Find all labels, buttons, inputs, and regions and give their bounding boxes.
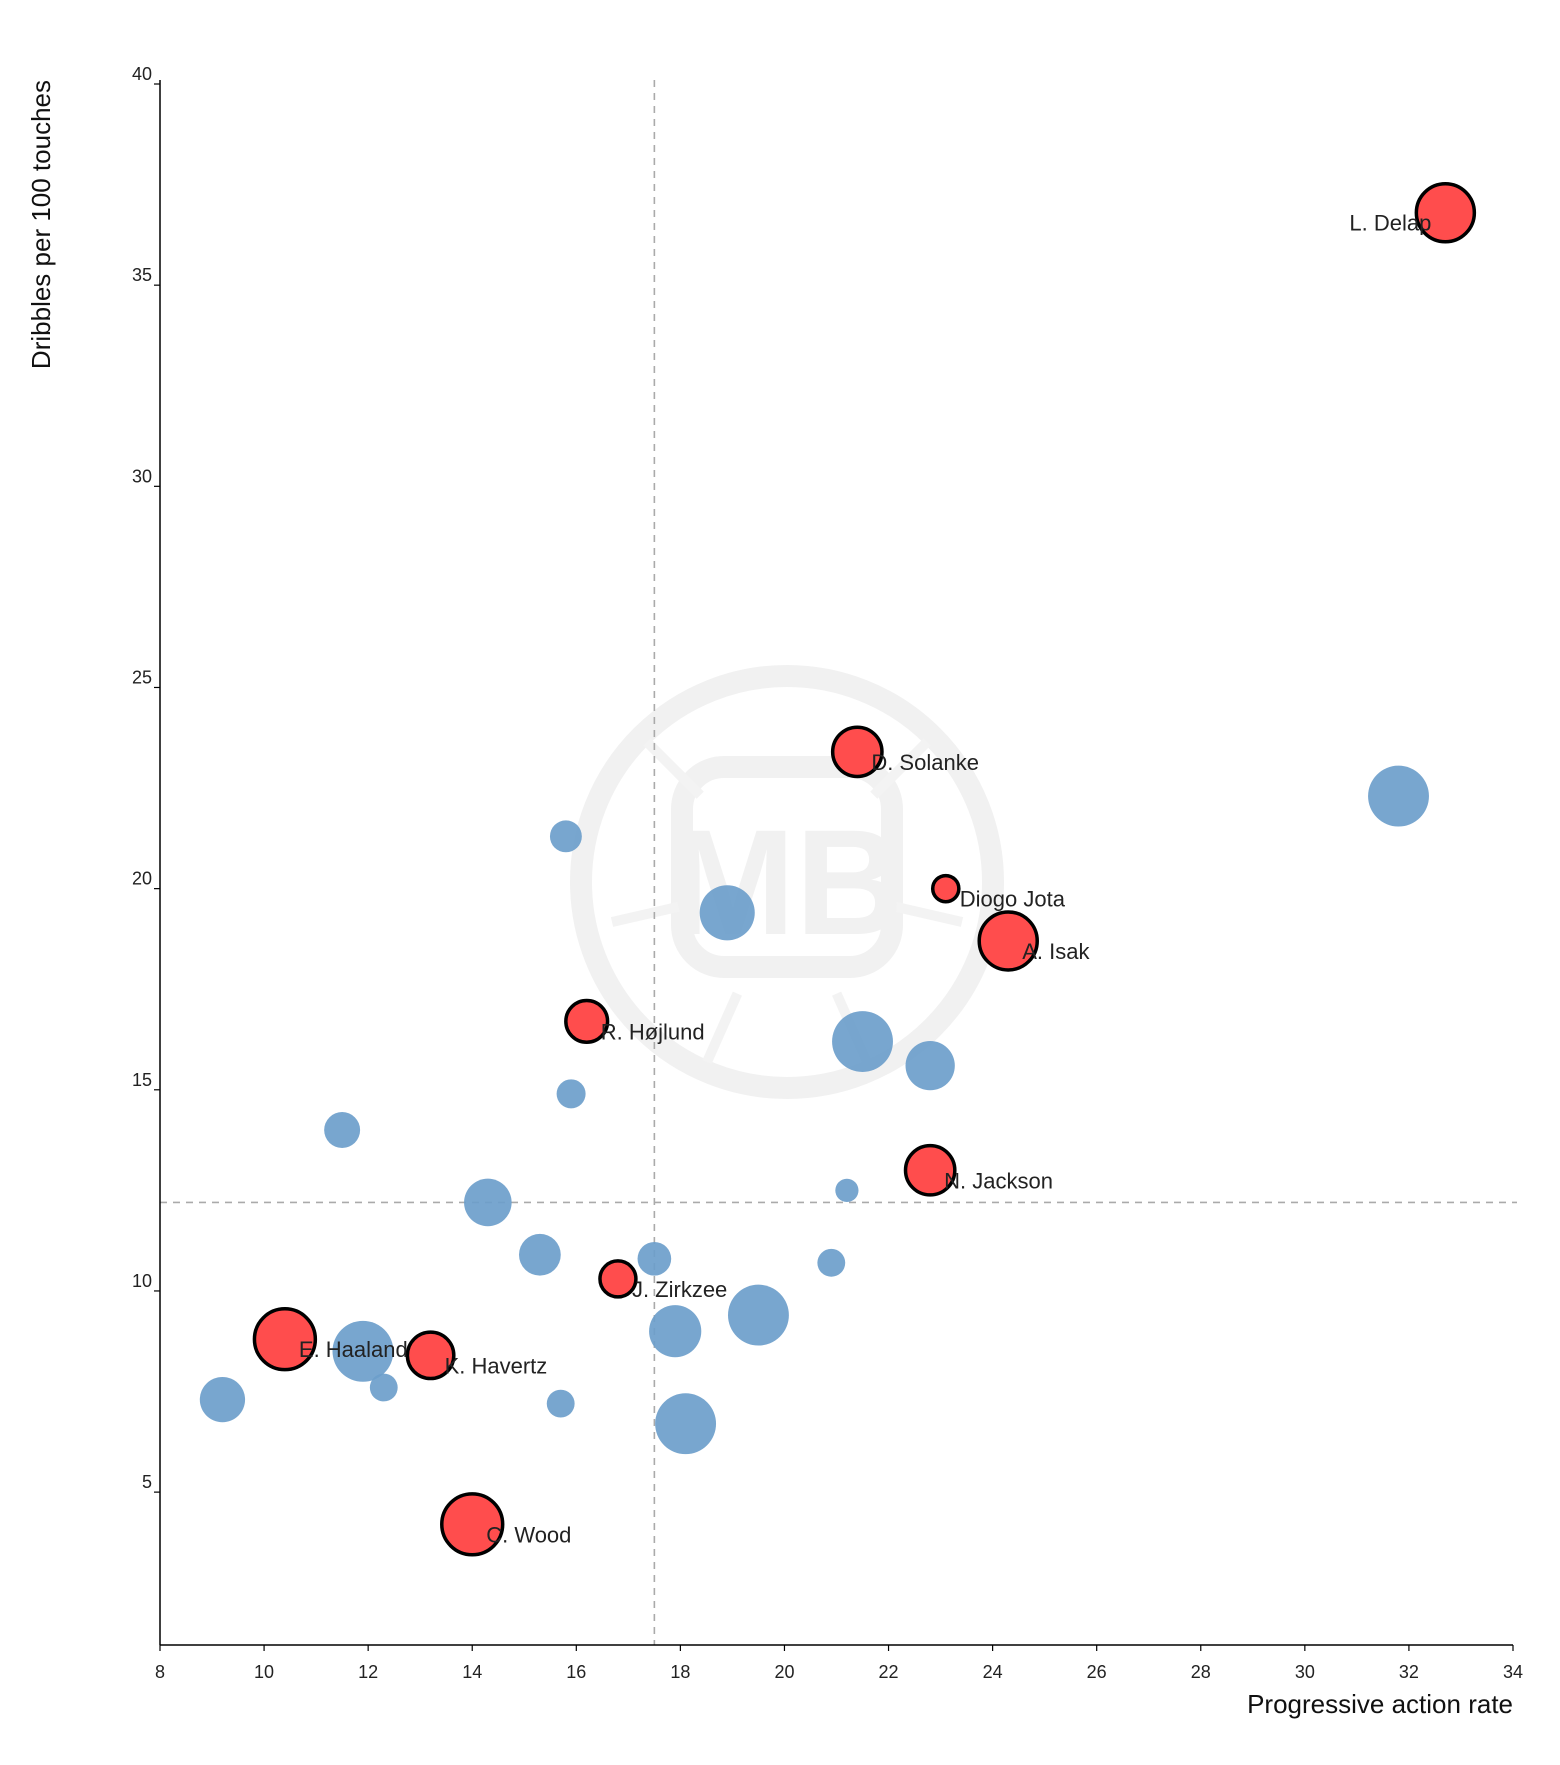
- player-label: K. Havertz: [445, 1353, 548, 1378]
- watermark-seam-0: [643, 738, 704, 799]
- other-player-point: [637, 1241, 672, 1276]
- other-player-point: [464, 1178, 512, 1227]
- point-labels: L. Delap D. Solanke Diogo Jota A. Isak R. Hø…: [299, 211, 1431, 1548]
- other-player-point: [727, 1284, 789, 1346]
- x-tick-label: 16: [566, 1662, 586, 1682]
- data-points: [199, 181, 1477, 1557]
- x-tick-label: 34: [1503, 1662, 1523, 1682]
- y-tick-label: 5: [142, 1472, 152, 1492]
- y-tick-label: 30: [132, 466, 152, 486]
- x-tick-label: 12: [358, 1662, 378, 1682]
- highlighted-player-point: [440, 1492, 505, 1557]
- player-label: C. Wood: [486, 1522, 571, 1547]
- other-player-point: [1368, 765, 1429, 827]
- other-player-point: [699, 885, 755, 941]
- other-player-point: [556, 1079, 586, 1109]
- watermark-seam-1: [870, 738, 931, 799]
- watermark-ring: [570, 665, 1004, 1099]
- y-tick-label: 35: [132, 265, 152, 285]
- y-axis-title: Dribbles per 100 touches: [26, 80, 56, 369]
- highlighted-player-point: [252, 1307, 318, 1372]
- y-tick-label: 20: [132, 869, 152, 889]
- watermark-text: MB: [670, 798, 903, 966]
- x-tick-label: 20: [774, 1662, 794, 1682]
- x-tick-label: 18: [670, 1662, 690, 1682]
- x-tick-label: 14: [462, 1662, 482, 1682]
- player-label: N. Jackson: [944, 1168, 1053, 1193]
- x-tick-label: 10: [254, 1662, 274, 1682]
- highlighted-player-point: [1414, 181, 1477, 244]
- highlighted-player-point: [977, 910, 1039, 972]
- highlighted-player-point: [930, 873, 961, 904]
- player-label: Diogo Jota: [960, 887, 1066, 912]
- other-player-point: [369, 1373, 398, 1402]
- x-tick-label: 22: [879, 1662, 899, 1682]
- x-tick-label: 30: [1295, 1662, 1315, 1682]
- player-label: J. Zirkzee: [632, 1277, 727, 1302]
- highlighted-player-point: [830, 725, 884, 779]
- reference-lines: [160, 80, 1517, 1645]
- y-tick-label: 10: [132, 1271, 152, 1291]
- player-label: A. Isak: [1022, 939, 1090, 964]
- watermark-frame: [671, 756, 903, 978]
- highlighted-player-point: [598, 1259, 638, 1299]
- highlighted-player-point: [405, 1330, 456, 1381]
- watermark: MB: [570, 665, 1004, 1099]
- y-tick-label: 25: [132, 667, 152, 687]
- other-player-point: [546, 1389, 575, 1418]
- y-tick-label: 15: [132, 1070, 152, 1090]
- player-label: E. Haaland: [299, 1337, 408, 1362]
- other-player-point: [649, 1305, 702, 1358]
- other-player-point: [324, 1112, 361, 1149]
- player-label: L. Delap: [1349, 211, 1431, 236]
- other-player-point: [832, 1011, 893, 1072]
- other-player-point: [549, 820, 582, 853]
- x-tick-label: 28: [1191, 1662, 1211, 1682]
- x-tick-label: 26: [1087, 1662, 1107, 1682]
- highlighted-player-point: [564, 998, 610, 1045]
- x-tick-label: 32: [1399, 1662, 1419, 1682]
- y-tick-label: 40: [132, 64, 152, 84]
- other-player-point: [655, 1393, 717, 1455]
- other-player-point: [905, 1041, 955, 1091]
- x-tick-label: 24: [983, 1662, 1003, 1682]
- watermark-seam-2: [610, 901, 680, 927]
- player-label: R. Højlund: [601, 1019, 705, 1044]
- other-player-point: [519, 1233, 561, 1276]
- watermark-seam-3: [894, 901, 964, 927]
- other-player-point: [817, 1248, 846, 1277]
- highlighted-player-point: [903, 1143, 957, 1197]
- x-tick-label: 8: [155, 1662, 165, 1682]
- player-label: D. Solanke: [871, 750, 979, 775]
- x-axis-title: Progressive action rate: [1247, 1689, 1513, 1719]
- watermark-seam-4: [702, 991, 742, 1065]
- other-player-point: [332, 1320, 394, 1382]
- axes: 8 10 12 14 16 18 20 22 24 26 28 30 32 34 5 10 15 20 25 30 35…: [132, 64, 1523, 1682]
- other-player-point: [835, 1178, 859, 1202]
- other-player-point: [199, 1376, 246, 1423]
